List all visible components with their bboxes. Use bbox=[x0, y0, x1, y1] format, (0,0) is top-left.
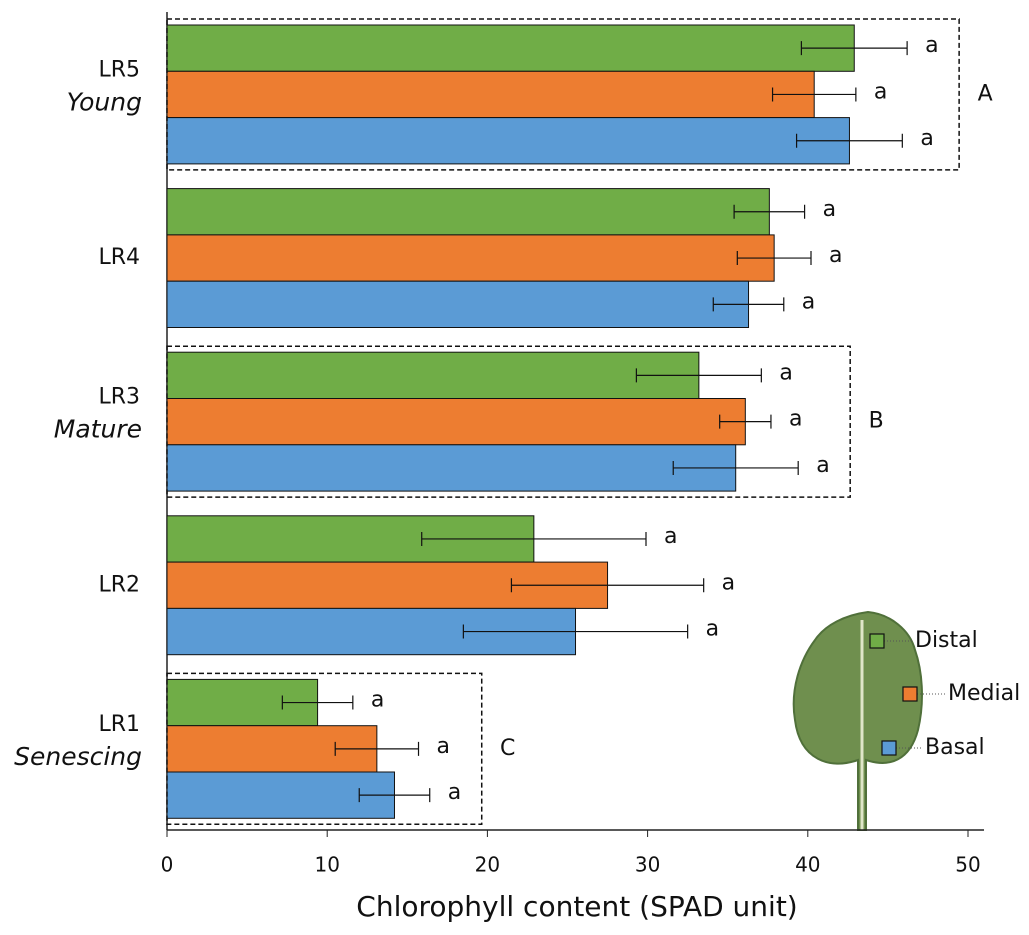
error-bar bbox=[771, 87, 857, 102]
significance-letter: a bbox=[829, 243, 842, 268]
x-tick-label: 10 bbox=[314, 853, 339, 877]
bar bbox=[166, 771, 395, 819]
bar bbox=[166, 188, 770, 236]
bar bbox=[166, 117, 850, 165]
significance-letter: a bbox=[925, 33, 938, 58]
group-label: B bbox=[869, 409, 884, 434]
legend-swatch bbox=[881, 740, 897, 756]
bar bbox=[166, 24, 855, 72]
significance-letter: a bbox=[722, 570, 735, 595]
group-box bbox=[166, 345, 851, 498]
legend-swatch bbox=[869, 633, 885, 649]
category-label: LR1 bbox=[98, 712, 140, 737]
category-label: LR5 bbox=[98, 57, 140, 82]
category-label: LR3 bbox=[98, 385, 140, 410]
leaf-illustration bbox=[792, 610, 923, 831]
stage-label: Mature bbox=[54, 415, 142, 444]
group-box bbox=[166, 18, 960, 171]
error-bar bbox=[712, 297, 785, 312]
significance-letter: a bbox=[706, 617, 719, 642]
significance-letter: a bbox=[437, 734, 450, 759]
error-bar bbox=[733, 204, 806, 219]
error-bar bbox=[635, 368, 762, 383]
legend-swatch bbox=[902, 686, 918, 702]
bar bbox=[166, 351, 700, 400]
x-tick-label: 0 bbox=[161, 853, 174, 877]
error-bar bbox=[795, 133, 903, 148]
x-tick-label: 40 bbox=[795, 853, 820, 877]
x-tick-label: 30 bbox=[635, 853, 660, 877]
category-label: LR2 bbox=[98, 572, 140, 597]
significance-letter: a bbox=[874, 79, 887, 104]
group-label: C bbox=[500, 736, 515, 761]
group-label: A bbox=[978, 81, 993, 106]
bar bbox=[166, 398, 746, 446]
error-bar bbox=[800, 41, 908, 56]
error-bar bbox=[672, 460, 799, 475]
significance-letter: a bbox=[371, 688, 384, 713]
significance-letter: a bbox=[789, 407, 802, 432]
x-axis-title: Chlorophyll content (SPAD unit) bbox=[356, 890, 797, 923]
bar bbox=[166, 234, 775, 282]
significance-letter: a bbox=[448, 780, 461, 805]
significance-letter: a bbox=[816, 453, 829, 478]
error-bar bbox=[719, 414, 772, 429]
category-label: LR4 bbox=[98, 245, 140, 270]
error-bar bbox=[421, 531, 647, 546]
error-bar bbox=[736, 251, 812, 266]
error-bar bbox=[462, 624, 689, 639]
error-bar bbox=[358, 788, 431, 803]
x-tick-label: 50 bbox=[955, 853, 980, 877]
legend-label: Distal bbox=[915, 628, 978, 653]
stage-label: Young bbox=[67, 87, 142, 116]
x-tick-label: 20 bbox=[475, 853, 500, 877]
legend-label: Basal bbox=[925, 735, 985, 760]
error-bar bbox=[334, 741, 420, 756]
significance-letter: a bbox=[920, 126, 933, 151]
significance-letter: a bbox=[664, 524, 677, 549]
leaf bbox=[792, 610, 923, 831]
error-bar bbox=[281, 695, 354, 710]
stage-label: Senescing bbox=[14, 742, 142, 771]
bar bbox=[166, 280, 750, 329]
bar bbox=[166, 70, 815, 119]
error-bar bbox=[510, 578, 705, 593]
significance-letter: a bbox=[802, 289, 815, 314]
legend-label: Medial bbox=[948, 681, 1020, 706]
bar bbox=[166, 444, 737, 492]
significance-letter: a bbox=[779, 360, 792, 385]
significance-letter: a bbox=[823, 197, 836, 222]
